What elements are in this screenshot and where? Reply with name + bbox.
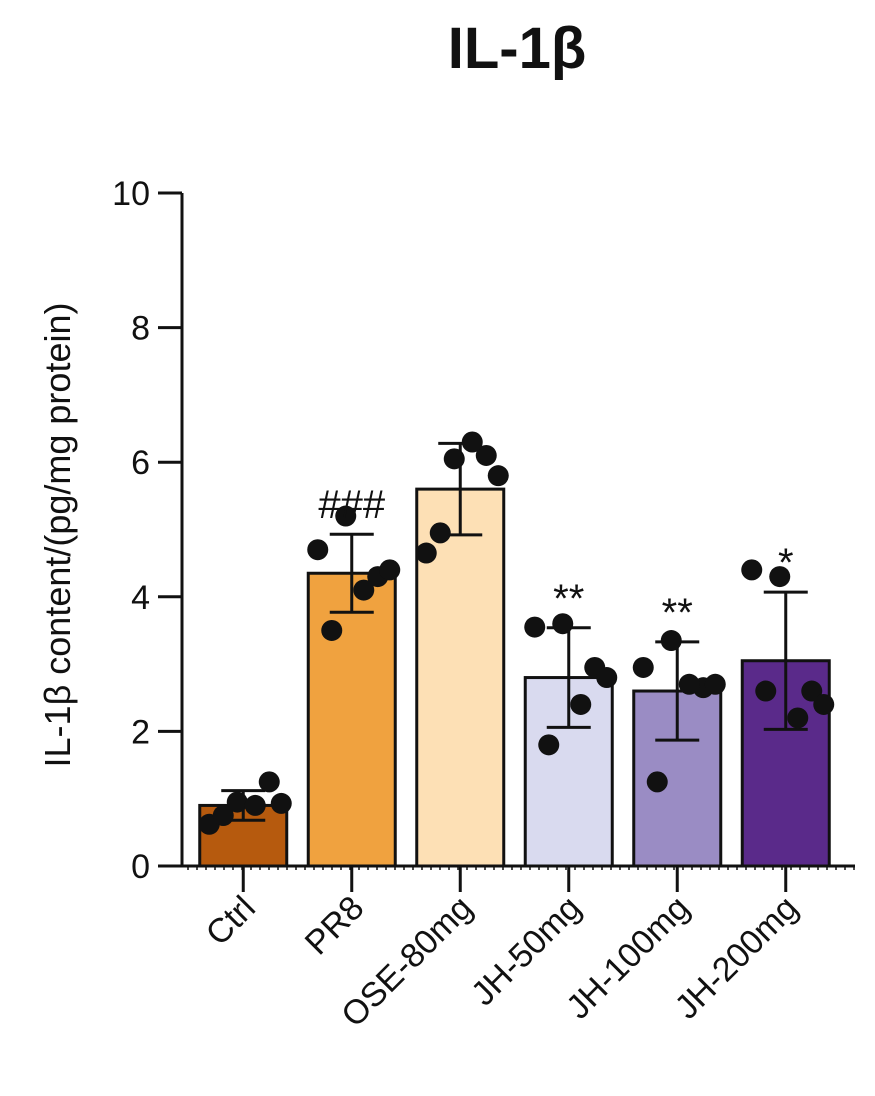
axes: 0 2 4 6 8 10 (112, 175, 855, 892)
data-point (353, 579, 375, 601)
data-point (596, 667, 618, 689)
data-point (226, 791, 248, 813)
data-point (475, 444, 497, 466)
y-tick-label: 6 (131, 444, 150, 482)
significance-label: ** (662, 591, 693, 635)
data-point (524, 616, 546, 638)
y-tick-label: 10 (112, 175, 150, 213)
data-point (787, 707, 809, 729)
bar (306, 571, 397, 868)
data-point (244, 794, 266, 816)
y-tick-label: 4 (131, 579, 150, 617)
data-point (538, 734, 560, 756)
data-point (429, 522, 451, 544)
data-point (552, 613, 574, 635)
data-point (813, 693, 835, 715)
bars (198, 487, 831, 868)
data-point (755, 680, 777, 702)
data-point (570, 693, 592, 715)
data-point (646, 771, 668, 793)
data-points (198, 431, 835, 835)
data-point (258, 771, 280, 793)
data-point (741, 559, 763, 581)
data-point (443, 448, 465, 470)
y-tick-label: 0 (131, 848, 150, 886)
y-tick-label: 8 (131, 310, 150, 348)
category-label: PR8 (298, 889, 372, 963)
data-point (307, 539, 329, 561)
data-point (769, 566, 791, 588)
data-point (379, 559, 401, 581)
chart-title: IL-1β (448, 16, 587, 81)
data-point (270, 792, 292, 814)
data-point (678, 673, 700, 695)
data-point (704, 673, 726, 695)
y-axis-label: IL-1β content/(pg/mg protein) (37, 303, 78, 768)
data-point (487, 465, 509, 487)
data-point (415, 542, 437, 564)
data-point (335, 505, 357, 527)
category-label: Ctrl (199, 889, 263, 953)
data-point (660, 630, 682, 652)
significance-label: ### (318, 483, 385, 527)
data-point (461, 431, 483, 453)
data-point (632, 656, 654, 678)
significance-label: * (778, 541, 794, 585)
significance-label: ** (553, 577, 584, 621)
data-point (212, 805, 234, 827)
y-tick-label: 2 (131, 713, 150, 751)
data-point (801, 680, 823, 702)
data-point (321, 619, 343, 641)
